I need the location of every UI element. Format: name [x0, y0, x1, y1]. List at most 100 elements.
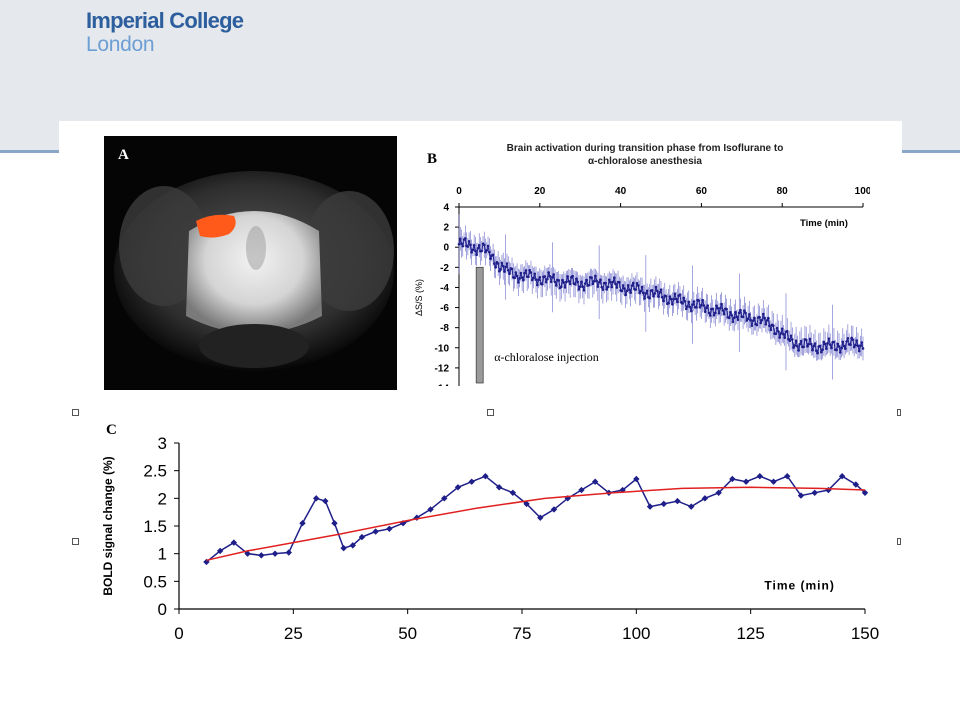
- data-point: [457, 242, 461, 246]
- data-point: [676, 300, 679, 304]
- data-point: [686, 305, 689, 308]
- data-point: [461, 244, 465, 248]
- data-point: [741, 315, 745, 319]
- y-tick-label: -2: [440, 263, 449, 274]
- data-point: [533, 272, 537, 276]
- data-point: [645, 289, 649, 293]
- data-point: [792, 346, 795, 349]
- data-point: [615, 286, 619, 289]
- data-point: [458, 237, 462, 241]
- data-point: [642, 291, 645, 295]
- data-point: [736, 318, 740, 322]
- data-point: [684, 307, 688, 311]
- data-point: [770, 478, 777, 485]
- data-point: [721, 309, 725, 312]
- selection-handle: [72, 538, 79, 545]
- data-point: [486, 244, 490, 248]
- data-point: [474, 249, 477, 253]
- data-point: [804, 338, 808, 342]
- data-point: [783, 336, 787, 339]
- data-point: [621, 284, 625, 287]
- data-point: [808, 337, 812, 341]
- data-point: [722, 312, 726, 316]
- data-point: [667, 301, 670, 305]
- chart-c: C 0 0.5 1 1.5 2 2.5 3 0 25 50 75 100 125 150 Time (min)…: [101, 422, 879, 643]
- data-point: [625, 289, 629, 293]
- data-point: [759, 321, 763, 325]
- data-point: [515, 274, 519, 278]
- data-point: [477, 244, 481, 247]
- data-point: [818, 344, 822, 348]
- data-point: [784, 473, 791, 480]
- data-point: [695, 306, 698, 309]
- data-point: [828, 343, 832, 346]
- data-point: [802, 345, 805, 349]
- data-point: [737, 311, 741, 315]
- data-point: [527, 275, 530, 279]
- data-point: [514, 271, 518, 274]
- data-point: [495, 484, 503, 491]
- selection-handle: [897, 409, 901, 416]
- data-point: [577, 288, 581, 291]
- chart-b: B Brain activation during transition phas…: [414, 143, 870, 386]
- data-point: [591, 282, 595, 286]
- data-point: [660, 500, 667, 508]
- data-point: [578, 285, 582, 288]
- data-point: [629, 291, 632, 294]
- data-point: [565, 280, 568, 284]
- data-point: [797, 349, 800, 352]
- data-point: [498, 269, 501, 273]
- data-point: [712, 313, 716, 317]
- data-point: [782, 332, 785, 336]
- data-point: [715, 489, 722, 496]
- brain-mri-image: [114, 171, 394, 371]
- data-point: [470, 250, 473, 254]
- data-point: [789, 334, 793, 338]
- data-point: [614, 282, 617, 286]
- data-point: [716, 307, 720, 310]
- data-point: [643, 297, 646, 300]
- data-point: [835, 348, 838, 352]
- data-point: [682, 296, 686, 300]
- data-point: [678, 293, 682, 296]
- data-point: [857, 349, 861, 353]
- data-point: [822, 340, 826, 344]
- x-tick-label: 25: [284, 624, 303, 643]
- data-point: [744, 311, 747, 315]
- data-point: [702, 304, 706, 307]
- data-point: [553, 280, 557, 284]
- data-point: [573, 282, 577, 286]
- data-point: [650, 289, 654, 292]
- data-point: [760, 318, 764, 322]
- data-point: [612, 276, 616, 280]
- data-point: [779, 332, 783, 335]
- y-tick-label: 2.5: [143, 462, 167, 481]
- data-point: [506, 268, 510, 272]
- data-point: [528, 269, 531, 272]
- data-point: [510, 267, 514, 271]
- data-point: [552, 273, 555, 276]
- data-point: [549, 280, 553, 284]
- data-point: [618, 281, 621, 284]
- data-point: [587, 283, 591, 287]
- data-point: [505, 262, 509, 265]
- data-point: [472, 244, 476, 247]
- data-point: [774, 332, 778, 336]
- data-point: [811, 348, 814, 352]
- x-tick-label: 75: [513, 624, 532, 643]
- data-point: [703, 310, 707, 313]
- panel-a-label: A: [118, 147, 129, 163]
- data-point: [601, 288, 605, 291]
- y-tick-label: 2: [158, 489, 167, 508]
- data-point: [299, 520, 306, 527]
- fit-curve: [206, 486, 866, 562]
- data-point: [812, 344, 816, 348]
- data-point: [669, 297, 673, 301]
- data-point: [849, 343, 852, 346]
- data-point: [551, 276, 554, 279]
- data-point: [705, 306, 708, 310]
- data-point: [493, 262, 496, 265]
- data-point: [624, 293, 627, 297]
- data-point: [454, 484, 462, 491]
- y-tick-label: 2: [443, 223, 449, 234]
